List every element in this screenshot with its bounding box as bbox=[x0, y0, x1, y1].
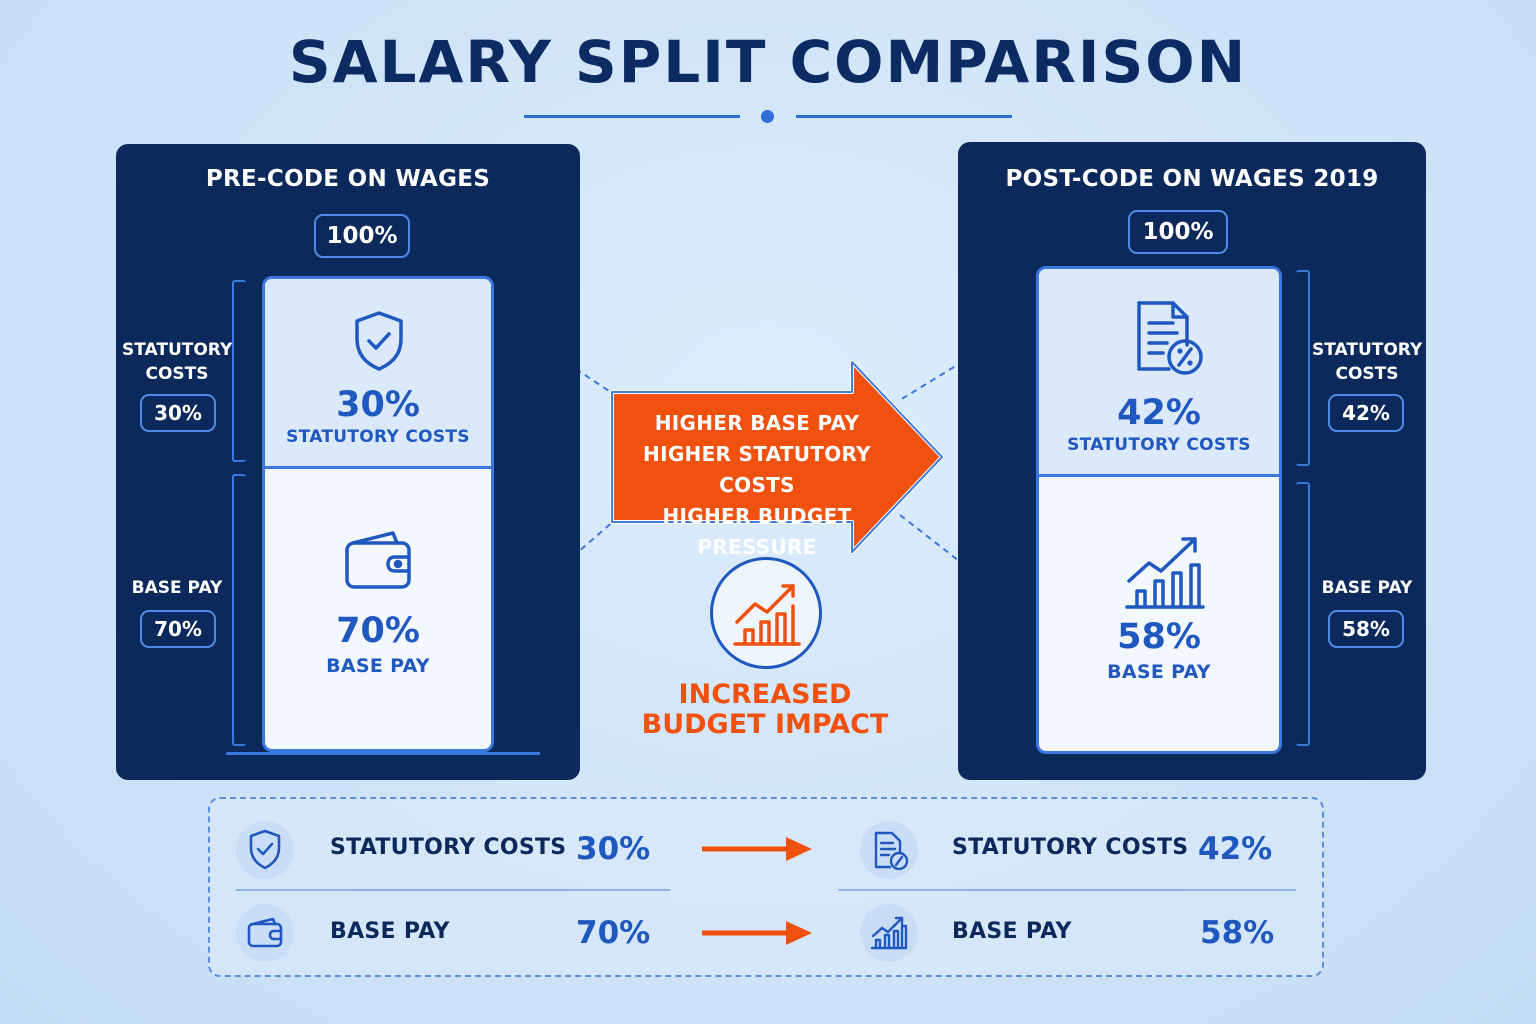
title-divider-left bbox=[524, 115, 740, 118]
side-label-line: STATUTORY bbox=[122, 340, 233, 360]
impact-badge bbox=[710, 557, 822, 669]
side-badge-base-post: 58% bbox=[1328, 610, 1404, 648]
side-label-line: COSTS bbox=[1335, 364, 1399, 384]
segment-base-post: 58% BASE PAY bbox=[1039, 477, 1279, 751]
summary-before-label: BASE PAY bbox=[330, 919, 450, 944]
pre-code-panel: PRE-CODE ON WAGES 100% STATUTORY COSTS 3… bbox=[116, 144, 580, 780]
bracket-statutory-post bbox=[1296, 270, 1310, 466]
wallet-icon bbox=[345, 531, 411, 589]
post-code-panel: POST-CODE ON WAGES 2019 100% 42% bbox=[958, 142, 1426, 780]
side-label-base-pre: BASE PAY bbox=[131, 578, 223, 598]
segment-label-base-post: BASE PAY bbox=[1107, 661, 1211, 683]
bracket-statutory-pre bbox=[232, 280, 246, 462]
growth-chart-icon bbox=[1125, 537, 1205, 609]
segment-base-pre: 70% BASE PAY bbox=[265, 469, 491, 749]
document-percent-icon bbox=[874, 831, 909, 871]
arrow-line-3: HIGHER BUDGET PRESSURE bbox=[662, 504, 852, 559]
arrow-text-block: HIGHER BASE PAY HIGHER STATUTORY COSTS H… bbox=[612, 408, 902, 563]
title-divider-dot bbox=[761, 110, 774, 123]
growth-chart-icon bbox=[733, 584, 801, 646]
arrow-line-1: HIGHER BASE PAY bbox=[654, 411, 860, 435]
segment-pct-statutory-pre: 30% bbox=[336, 385, 420, 425]
side-label-line: STATUTORY bbox=[1312, 340, 1423, 360]
impact-line-2: BUDGET IMPACT bbox=[641, 709, 889, 740]
summary-before-label: STATUTORY COSTS bbox=[330, 835, 567, 860]
bracket-base-pre bbox=[232, 474, 246, 746]
summary-after-value: 42% bbox=[1198, 831, 1273, 867]
segment-statutory-pre: 30% STATUTORY COSTS bbox=[265, 279, 491, 469]
summary-divider bbox=[236, 889, 670, 891]
summary-icon-circle bbox=[860, 904, 918, 962]
side-badge-statutory-post: 42% bbox=[1328, 394, 1404, 432]
summary-icon-circle bbox=[236, 904, 294, 962]
side-label-line: COSTS bbox=[145, 364, 209, 384]
summary-divider bbox=[838, 889, 1296, 891]
impact-caption: INCREASED BUDGET IMPACT bbox=[600, 680, 930, 740]
shield-check-icon bbox=[355, 311, 403, 371]
summary-after-label: BASE PAY bbox=[952, 919, 1072, 944]
segment-label-statutory-post: STATUTORY COSTS bbox=[1067, 435, 1251, 455]
bracket-base-post bbox=[1296, 482, 1310, 746]
document-percent-icon bbox=[1137, 301, 1203, 375]
baseline-pre bbox=[226, 752, 540, 755]
title-divider-right bbox=[796, 115, 1012, 118]
side-badge-statutory-pre: 30% bbox=[140, 394, 216, 432]
segment-statutory-post: 42% STATUTORY COSTS bbox=[1039, 269, 1279, 477]
segment-pct-base-post: 58% bbox=[1117, 617, 1201, 657]
summary-arrow bbox=[702, 921, 812, 945]
salary-stack-post: 42% STATUTORY COSTS 58% BASE PAY bbox=[1036, 266, 1282, 754]
page-title: SALARY SPLIT COMPARISON bbox=[288, 28, 1248, 96]
total-badge-post: 100% bbox=[1128, 210, 1228, 254]
segment-pct-statutory-post: 42% bbox=[1117, 393, 1201, 433]
total-badge-pre: 100% bbox=[314, 214, 410, 258]
arrow-line-2: HIGHER STATUTORY COSTS bbox=[643, 442, 871, 497]
segment-label-base-pre: BASE PAY bbox=[326, 655, 430, 677]
panel-title-pre: PRE-CODE ON WAGES bbox=[205, 166, 491, 192]
growth-chart-icon bbox=[870, 916, 908, 950]
summary-table: STATUTORY COSTS 30% STATUTORY COSTS 42% bbox=[208, 797, 1324, 977]
shield-check-icon bbox=[249, 829, 281, 870]
wallet-icon bbox=[247, 917, 283, 948]
summary-before-value: 70% bbox=[576, 915, 651, 951]
summary-after-label: STATUTORY COSTS bbox=[952, 835, 1189, 860]
side-badge-base-pre: 70% bbox=[140, 610, 216, 648]
side-label-statutory-pre: STATUTORY COSTS bbox=[122, 338, 232, 386]
segment-pct-base-pre: 70% bbox=[336, 611, 420, 651]
summary-after-value: 58% bbox=[1200, 915, 1275, 951]
segment-label-statutory-pre: STATUTORY COSTS bbox=[286, 427, 470, 447]
side-label-base-post: BASE PAY bbox=[1321, 578, 1413, 598]
side-label-statutory-post: STATUTORY COSTS bbox=[1312, 338, 1422, 386]
panel-title-post: POST-CODE ON WAGES 2019 bbox=[1005, 166, 1379, 192]
summary-icon-circle bbox=[236, 821, 294, 879]
summary-arrow bbox=[702, 837, 812, 861]
summary-icon-circle bbox=[860, 821, 918, 879]
impact-line-1: INCREASED bbox=[678, 679, 852, 710]
salary-stack-pre: 30% STATUTORY COSTS 70% BASE PAY bbox=[262, 276, 494, 752]
summary-before-value: 30% bbox=[576, 831, 651, 867]
